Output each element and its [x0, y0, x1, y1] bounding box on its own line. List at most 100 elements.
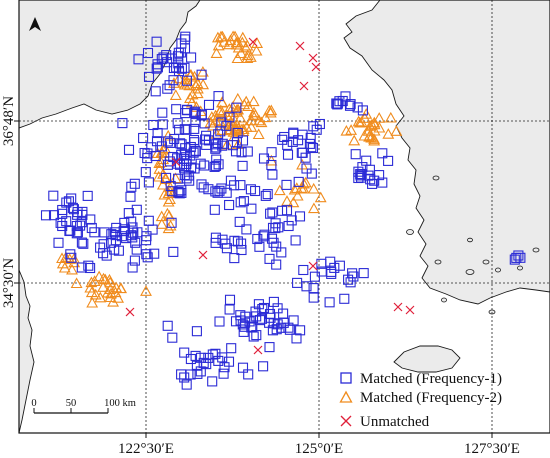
frequency-1-marker	[181, 173, 192, 184]
frequency-1-marker	[78, 238, 89, 249]
frequency-1-marker	[216, 117, 227, 128]
frequency-1-marker	[353, 166, 364, 177]
frequency-1-marker	[268, 237, 279, 248]
frequency-1-marker	[133, 54, 144, 65]
frequency-1-marker	[377, 148, 388, 159]
frequency-2-marker	[191, 77, 204, 89]
frequency-2-marker	[314, 191, 327, 203]
frequency-1-marker	[356, 172, 367, 183]
frequency-2-marker	[295, 182, 308, 193]
unmatched-marker	[253, 345, 263, 355]
frequency-1-marker	[180, 143, 191, 154]
frequency-2-marker	[223, 123, 236, 135]
frequency-2-marker	[363, 130, 376, 142]
frequency-1-marker	[254, 241, 265, 252]
frequency-2-marker	[250, 44, 263, 56]
frequency-1-marker	[213, 91, 224, 102]
frequency-1-marker	[258, 361, 269, 372]
frequency-1-marker	[238, 196, 249, 207]
frequency-1-marker	[116, 231, 127, 242]
frequency-2-marker	[352, 115, 365, 127]
frequency-1-marker	[85, 262, 96, 274]
frequency-1-marker	[218, 368, 229, 379]
frequency-1-marker	[515, 252, 526, 263]
frequency-2-marker	[236, 36, 249, 48]
frequency-2-marker	[264, 106, 277, 118]
frequency-2-marker	[382, 128, 395, 139]
frequency-2-marker	[368, 134, 381, 146]
frequency-1-marker	[86, 222, 97, 234]
frequency-2-marker	[155, 218, 168, 229]
frequency-1-marker	[140, 167, 151, 178]
frequency-1-marker	[76, 237, 87, 248]
frequency-1-marker	[164, 80, 175, 91]
frequency-2-marker	[156, 178, 169, 190]
frequency-1-marker	[189, 123, 200, 134]
frequency-2-marker	[110, 281, 123, 293]
y-axis-ticks	[14, 120, 19, 284]
frequency-1-marker	[71, 220, 82, 232]
frequency-1-marker	[291, 333, 302, 344]
land-jiangsu-coast	[19, 269, 35, 433]
frequency-1-marker	[326, 268, 337, 279]
frequency-2-marker	[245, 121, 258, 132]
frequency-1-marker	[190, 350, 201, 361]
frequency-1-marker	[77, 206, 88, 217]
frequency-2-marker	[307, 202, 320, 214]
frequency-1-marker	[367, 178, 378, 189]
frequency-1-marker	[98, 248, 109, 259]
frequency-2-marker	[245, 114, 258, 126]
y-tick-label-2: 34°30′N	[1, 258, 17, 308]
frequency-2-marker	[288, 183, 301, 195]
frequency-2-marker	[231, 92, 244, 104]
frequency-1-marker	[229, 235, 240, 246]
frequency-2-marker	[56, 252, 68, 264]
frequency-1-marker	[265, 312, 276, 323]
frequency-1-marker	[236, 147, 247, 158]
frequency-1-marker	[237, 135, 249, 146]
frequency-1-marker	[226, 343, 237, 354]
frequency-1-marker	[55, 217, 66, 228]
unmatched-marker	[248, 37, 258, 47]
frequency-1-marker	[238, 326, 249, 337]
frequency-1-marker	[294, 211, 306, 222]
frequency-1-marker	[225, 175, 236, 186]
frequency-1-marker	[82, 190, 93, 201]
frequency-2-marker	[164, 193, 176, 204]
frequency-1-marker	[199, 118, 210, 129]
frequency-1-marker	[179, 149, 190, 160]
frequency-2-marker	[353, 116, 366, 128]
frequency-1-marker	[237, 160, 248, 171]
frequency-1-marker	[168, 151, 179, 163]
frequency-2-marker	[177, 76, 190, 88]
unmatched-marker	[308, 53, 318, 63]
frequency-2-marker	[365, 118, 378, 130]
frequency-1-marker	[217, 138, 228, 149]
frequency-1-marker	[234, 216, 245, 227]
frequency-1-marker	[129, 178, 140, 189]
legend-triangle-marker	[339, 390, 353, 403]
frequency-1-marker	[188, 134, 200, 146]
frequency-1-marker	[151, 63, 162, 74]
frequency-1-marker	[301, 163, 312, 174]
frequency-2-marker	[365, 131, 378, 143]
frequency-1-marker	[138, 132, 149, 144]
frequency-1-marker	[242, 146, 253, 157]
frequency-1-marker	[232, 236, 243, 247]
frequency-1-marker	[63, 196, 74, 207]
frequency-2-marker	[169, 89, 182, 100]
legend-cross-marker	[340, 415, 352, 427]
frequency-2-marker	[348, 134, 361, 146]
frequency-1-marker	[213, 355, 224, 366]
frequency-1-marker	[151, 36, 162, 47]
frequency-1-marker	[288, 128, 299, 139]
frequency-1-marker	[168, 246, 179, 257]
frequency-1-marker	[267, 207, 278, 218]
frequency-1-marker	[217, 234, 228, 245]
frequency-1-marker	[350, 149, 361, 160]
frequency-2-marker	[89, 288, 102, 300]
frequency-1-marker	[167, 186, 178, 197]
frequency-2-marker	[153, 163, 166, 174]
frequency-1-marker	[224, 199, 235, 211]
frequency-1-marker	[264, 342, 275, 353]
